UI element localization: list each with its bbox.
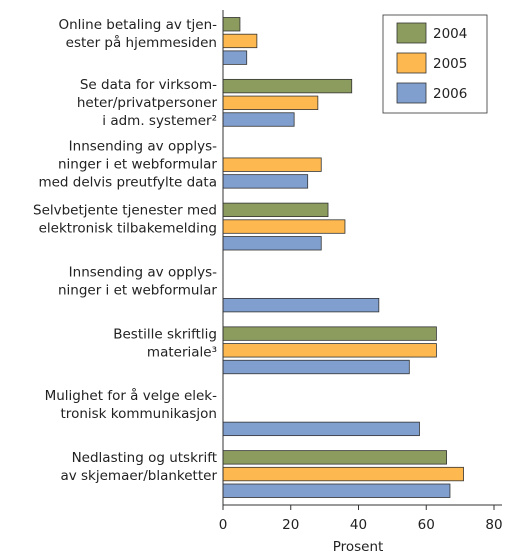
- legend-swatch: [396, 82, 427, 104]
- category-label: Online betaling av tjen-: [58, 17, 217, 33]
- bar: [222, 466, 464, 482]
- category-label: ninger i et webformular: [58, 282, 217, 298]
- bar: [222, 359, 410, 375]
- bar: [222, 50, 248, 65]
- bar: [222, 326, 437, 341]
- category-label: i adm. systemer²: [102, 113, 217, 129]
- category-label: Mulighet for å velge elek-: [45, 387, 218, 404]
- category-label: Se data for virksom-: [80, 77, 217, 93]
- legend-label: 2006: [433, 86, 467, 102]
- legend-label: 2004: [433, 26, 467, 42]
- x-tick-label: 60: [418, 517, 435, 533]
- category-label: elektronisk tilbakemelding: [39, 221, 217, 237]
- bar: [222, 33, 258, 49]
- x-tick-label: 0: [219, 517, 228, 533]
- bar: [222, 343, 437, 358]
- x-tick-label: 20: [282, 517, 299, 533]
- bar: [222, 157, 322, 172]
- category-label: Selvbetjente tjenester med: [33, 203, 217, 219]
- x-tick-label: 40: [350, 517, 367, 533]
- bar: [222, 219, 346, 234]
- legend-swatch: [396, 52, 427, 74]
- x-tick-label: 80: [485, 517, 502, 533]
- bar: [222, 421, 420, 437]
- x-axis-label: Prosent: [333, 539, 384, 555]
- bar: [222, 483, 451, 498]
- category-label: ester på hjemmesiden: [66, 34, 217, 51]
- category-label: Innsending av opplys-: [69, 139, 217, 155]
- bar: [222, 202, 329, 218]
- bar: [222, 174, 309, 189]
- category-label: av skjemaer/blanketter: [60, 468, 217, 484]
- bar: [222, 78, 353, 94]
- legend-swatch: [396, 22, 427, 44]
- category-label: Bestille skriftlig: [113, 326, 217, 342]
- category-label: Nedlasting og utskrift: [72, 450, 217, 466]
- category-label: ninger i et webformular: [58, 157, 217, 173]
- bar: [222, 297, 380, 313]
- bar: [222, 17, 241, 32]
- category-label: Innsending av opplys-: [69, 264, 217, 280]
- legend-label: 2005: [433, 56, 467, 72]
- category-label: med delvis preutfylte data: [38, 175, 217, 191]
- bar: [222, 95, 319, 110]
- category-label: materiale³: [147, 344, 217, 360]
- bar: [222, 450, 447, 465]
- bar: [222, 236, 322, 251]
- category-label: tronisk kommunikasjon: [61, 406, 217, 422]
- bar: [222, 112, 295, 127]
- category-label: heter/privatpersoner: [77, 95, 218, 111]
